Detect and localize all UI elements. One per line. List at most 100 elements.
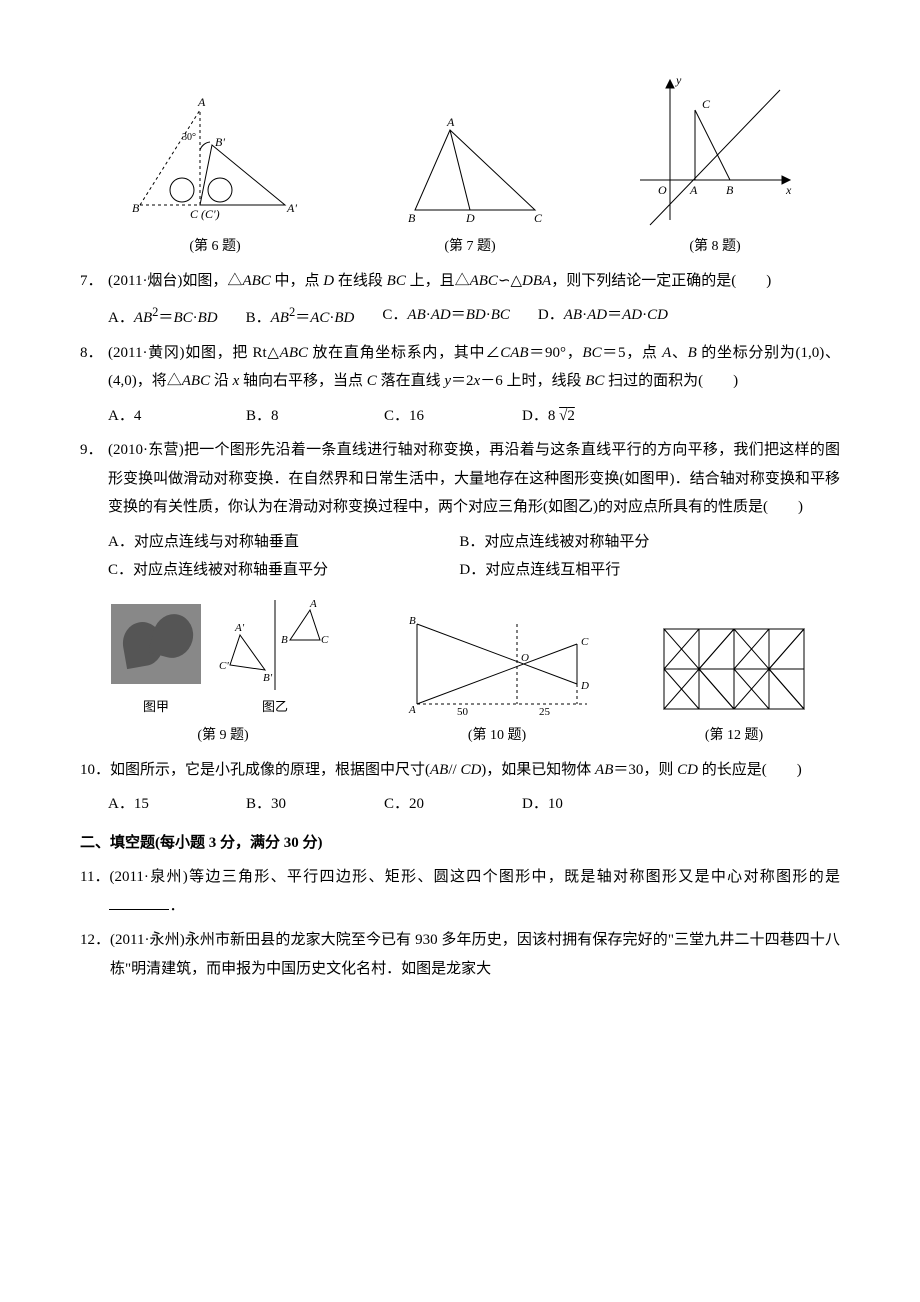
figure-10-caption: (第 10 题) xyxy=(468,723,526,750)
question-12: 12． (2011·永州)永州市新田县的龙家大院至今已有 930 多年历史，因该… xyxy=(80,926,840,983)
q9-body: (2010·东营)把一个图形先沿着一条直线进行轴对称变换，再沿着与这条直线平行的… xyxy=(108,436,840,522)
q8-opt-A: A．4 xyxy=(108,402,218,431)
q8-opt-B: B．8 xyxy=(246,402,356,431)
fig6-label-Bp: B' xyxy=(215,135,225,149)
svg-text:O: O xyxy=(521,652,529,664)
fig6-label-A: A xyxy=(197,95,206,109)
q7-opt-C: C．AB·AD＝BD·BC xyxy=(382,301,510,333)
q8-options: A．4 B．8 C．16 D．8 √2 xyxy=(108,402,840,431)
question-7: 7． (2011·烟台)如图，△ABC 中，点 D 在线段 BC 上，且△ABC… xyxy=(80,267,840,296)
figure-9-jia-image xyxy=(111,604,201,684)
figure-6-svg: A B B' C (C') A' 30° xyxy=(120,90,310,230)
section-2-header: 二、填空题(每小题 3 分，满分 30 分) xyxy=(80,829,840,858)
q7-d: D xyxy=(323,273,334,289)
q7-dba: DBA xyxy=(522,273,551,289)
fig6-label-angle: 30° xyxy=(182,132,196,143)
fig7-D: D xyxy=(465,211,475,225)
svg-text:B: B xyxy=(409,615,416,627)
svg-text:D: D xyxy=(580,680,589,692)
svg-text:C': C' xyxy=(219,660,229,672)
question-8: 8． (2011·黄冈)如图，把 Rt△ABC 放在直角坐标系内，其中∠CAB＝… xyxy=(80,339,840,396)
fig9-sub-jia: 图甲 xyxy=(111,695,201,720)
q11-blank[interactable] xyxy=(109,894,169,910)
q11-text: (2011·泉州)等边三角形、平行四边形、矩形、圆这四个图形中，既是轴对称图形又… xyxy=(109,869,840,885)
q9-opt-A: A．对应点连线与对称轴垂直 xyxy=(108,528,459,557)
q7-opt-D: D．AB·AD＝AD·CD xyxy=(538,301,668,333)
q10-opt-A: A．15 xyxy=(108,790,218,819)
svg-text:50: 50 xyxy=(457,706,469,718)
q9-num: 9． xyxy=(80,436,108,522)
q7-opt-A: A．AB2＝BC·BD xyxy=(108,301,218,333)
figure-9: 图甲 A B C A' B' C' 图乙 (第 xyxy=(111,595,335,750)
fig6-label-C: C (C') xyxy=(190,207,220,221)
question-10: 10． 如图所示，它是小孔成像的原理，根据图中尺寸(AB// CD)，如果已知物… xyxy=(80,756,840,785)
q9-opt-C: C．对应点连线被对称轴垂直平分 xyxy=(108,556,459,585)
q7-options: A．AB2＝BC·BD B．AB2＝AC·BD C．AB·AD＝BD·BC D．… xyxy=(108,301,840,333)
fig6-label-Ap: A' xyxy=(286,201,297,215)
svg-text:A': A' xyxy=(234,622,245,634)
q9-options: A．对应点连线与对称轴垂直 B．对应点连线被对称轴平分 C．对应点连线被对称轴垂… xyxy=(108,528,840,585)
svg-text:A: A xyxy=(309,598,317,610)
q10-opt-D: D．10 xyxy=(522,790,563,819)
figure-8-svg: y x O A B C xyxy=(630,70,800,230)
figure-12-caption: (第 12 题) xyxy=(705,723,763,750)
q8-body: (2011·黄冈)如图，把 Rt△ABC 放在直角坐标系内，其中∠CAB＝90°… xyxy=(108,339,840,396)
q11-body: (2011·泉州)等边三角形、平行四边形、矩形、圆这四个图形中，既是轴对称图形又… xyxy=(109,863,840,920)
fig8-A: A xyxy=(689,183,698,197)
q7-t2: 中，点 xyxy=(271,273,324,289)
figure-6-caption: (第 6 题) xyxy=(189,234,240,261)
svg-text:A: A xyxy=(408,704,416,716)
q10-options: A．15 B．30 C．20 D．10 xyxy=(108,790,840,819)
q7-bc: BC xyxy=(387,273,406,289)
q8-opt-C: C．16 xyxy=(384,402,494,431)
svg-text:B: B xyxy=(281,634,288,646)
q7-abc: ABC xyxy=(242,273,270,289)
svg-text:C: C xyxy=(321,634,329,646)
q8-opt-D: D．8 √2 xyxy=(522,402,575,431)
figure-8-caption: (第 8 题) xyxy=(689,234,740,261)
q7-abc2: ABC xyxy=(470,273,498,289)
figure-9-caption: (第 9 题) xyxy=(197,723,248,750)
q7-body: (2011·烟台)如图，△ABC 中，点 D 在线段 BC 上，且△ABC∽△D… xyxy=(108,267,840,296)
fig8-O: O xyxy=(658,183,667,197)
figure-10: A B C D O 50 25 (第 10 题) xyxy=(397,609,597,750)
q12-body: (2011·永州)永州市新田县的龙家大院至今已有 930 多年历史，因该村拥有保… xyxy=(110,926,840,983)
q7-t3: 在线段 xyxy=(334,273,387,289)
q10-num: 10． xyxy=(80,756,110,785)
q7-num: 7． xyxy=(80,267,108,296)
q12-num: 12． xyxy=(80,926,110,983)
q8-num: 8． xyxy=(80,339,108,396)
q7-t6: ，则下列结论一定正确的是( ) xyxy=(551,273,771,289)
top-figures-row: A B B' C (C') A' 30° (第 6 题) A B D C (第 … xyxy=(80,70,840,261)
fig8-y: y xyxy=(675,73,682,87)
q10-body: 如图所示，它是小孔成像的原理，根据图中尺寸(AB// CD)，如果已知物体 AB… xyxy=(110,756,840,785)
q9-opt-B: B．对应点连线被对称轴平分 xyxy=(459,528,810,557)
fig7-A: A xyxy=(446,115,455,129)
mid-figures-row: 图甲 A B C A' B' C' 图乙 (第 xyxy=(80,595,840,750)
fig7-B: B xyxy=(408,211,416,225)
q9-opt-D: D．对应点连线互相平行 xyxy=(459,556,810,585)
fig8-B: B xyxy=(726,183,734,197)
fig6-label-B: B xyxy=(132,201,140,215)
figure-12-svg xyxy=(659,624,809,719)
question-11: 11． (2011·泉州)等边三角形、平行四边形、矩形、圆这四个图形中，既是轴对… xyxy=(80,863,840,920)
q10-opt-B: B．30 xyxy=(246,790,356,819)
fig9-sub-yi: 图乙 xyxy=(215,695,335,720)
q11-post: ． xyxy=(169,898,184,914)
q10-opt-C: C．20 xyxy=(384,790,494,819)
figure-9-yi-svg: A B C A' B' C' xyxy=(215,595,335,695)
figure-12: (第 12 题) xyxy=(659,624,809,750)
figure-8: y x O A B C (第 8 题) xyxy=(630,70,800,261)
q7-t1: (2011·烟台)如图，△ xyxy=(108,273,242,289)
question-9: 9． (2010·东营)把一个图形先沿着一条直线进行轴对称变换，再沿着与这条直线… xyxy=(80,436,840,522)
figure-6: A B B' C (C') A' 30° (第 6 题) xyxy=(120,90,310,261)
figure-7-svg: A B D C xyxy=(390,110,550,230)
figure-7: A B D C (第 7 题) xyxy=(390,110,550,261)
svg-text:B': B' xyxy=(263,672,273,684)
svg-text:C: C xyxy=(581,636,589,648)
q7-t5: ∽△ xyxy=(498,273,522,289)
fig7-C: C xyxy=(534,211,543,225)
figure-7-caption: (第 7 题) xyxy=(444,234,495,261)
q7-t4: 上，且△ xyxy=(406,273,470,289)
figure-10-svg: A B C D O 50 25 xyxy=(397,609,597,719)
